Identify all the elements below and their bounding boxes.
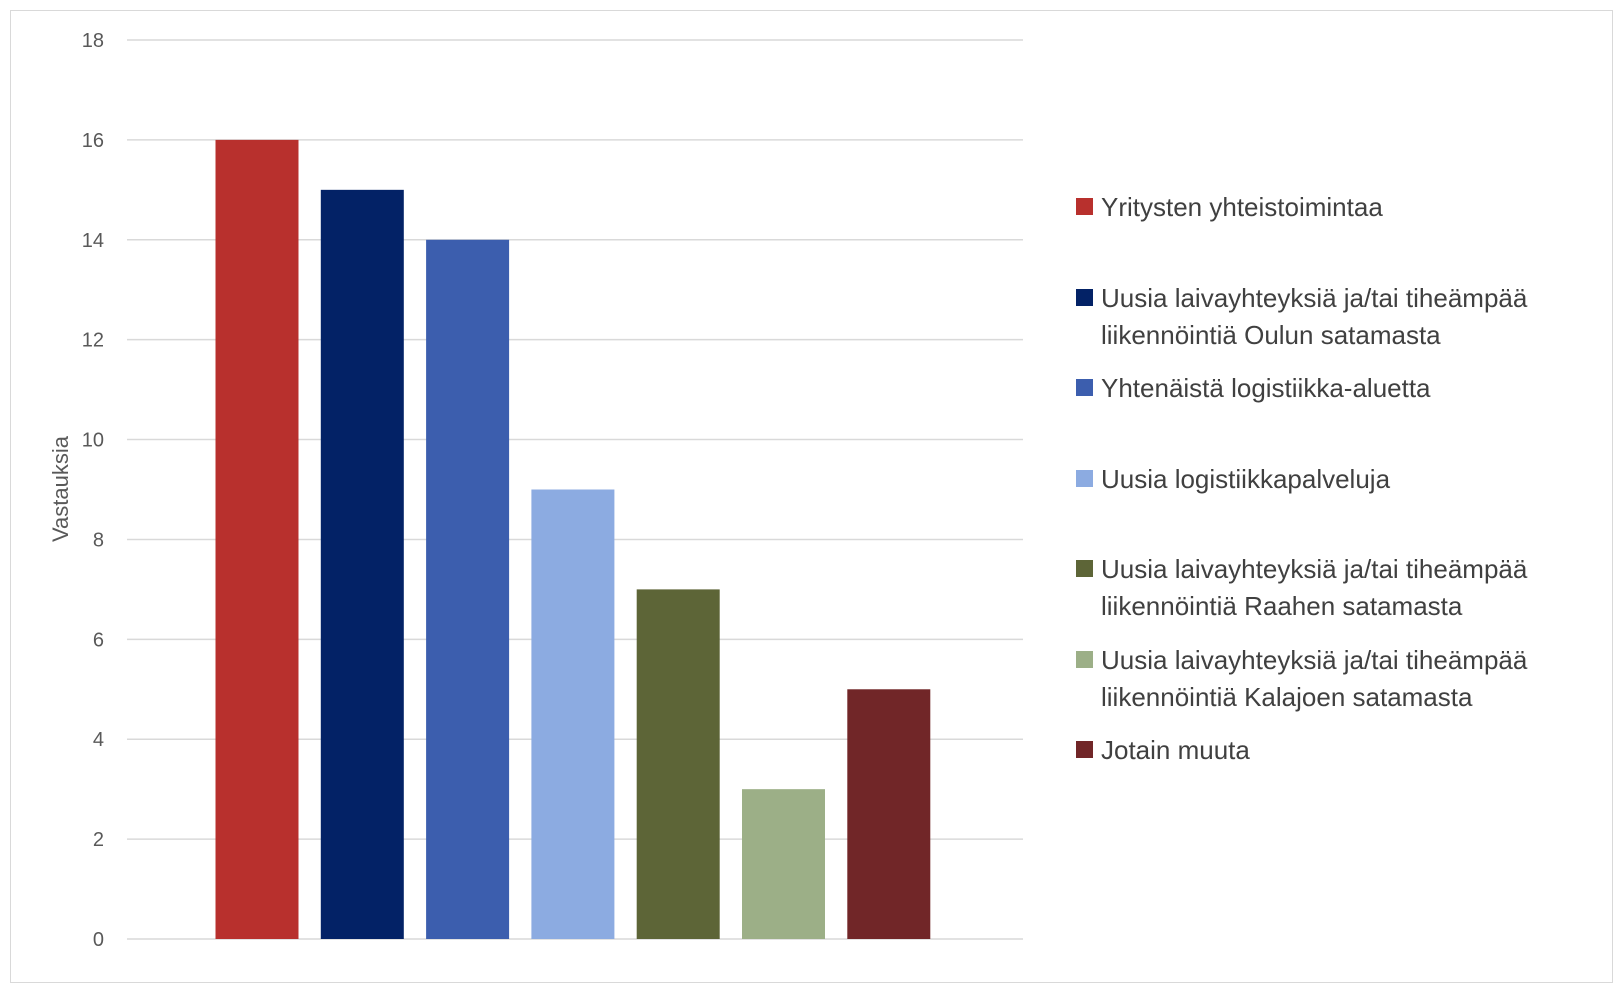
legend-label: Jotain muuta bbox=[1101, 735, 1250, 765]
y-tick-label: 16 bbox=[82, 130, 104, 152]
legend-swatch bbox=[1076, 470, 1093, 487]
legend-item: Uusia laivayhteyksiä ja/tai tiheämpää li… bbox=[1076, 642, 1581, 716]
y-tick-label: 8 bbox=[93, 529, 104, 551]
bar: Yhtenäistä logistiikka-aluetta: 14 bbox=[426, 239, 510, 939]
y-axis-ticks: 0 2 4 6 8 10 12 14 16 18 bbox=[82, 30, 104, 951]
bar: Jotain muuta: 5 bbox=[847, 689, 931, 939]
legend-item: Uusia logistiikkapalveluja bbox=[1076, 461, 1581, 498]
legend-item: Uusia laivayhteyksiä ja/tai tiheämpää li… bbox=[1076, 551, 1581, 625]
bars: Yritysten yhteistoimintaa: 16Uusia laiva… bbox=[215, 139, 931, 940]
legend-swatch bbox=[1076, 289, 1093, 306]
y-tick-label: 2 bbox=[93, 829, 104, 851]
legend-label: Uusia laivayhteyksiä ja/tai tiheämpää li… bbox=[1101, 554, 1528, 621]
bar: Uusia laivayhteyksiä ja/tai tiheämpää li… bbox=[742, 789, 825, 939]
y-tick-label: 6 bbox=[93, 629, 104, 651]
y-tick-label: 12 bbox=[82, 330, 104, 352]
legend-swatch bbox=[1076, 560, 1093, 577]
legend-item: Yhtenäistä logistiikka-aluetta bbox=[1076, 370, 1581, 407]
legend-swatch bbox=[1076, 741, 1093, 758]
y-tick-label: 14 bbox=[82, 230, 104, 252]
legend-label: Yritysten yhteistoimintaa bbox=[1101, 192, 1383, 222]
y-tick-label: 0 bbox=[93, 929, 104, 951]
legend-swatch bbox=[1076, 379, 1093, 396]
y-tick-label: 18 bbox=[82, 30, 104, 52]
legend-label: Uusia logistiikkapalveluja bbox=[1101, 464, 1391, 494]
y-axis-title: Vastauksia bbox=[48, 435, 73, 542]
legend-swatch bbox=[1076, 198, 1093, 215]
legend-item: Yritysten yhteistoimintaa bbox=[1076, 189, 1581, 226]
legend-label: Yhtenäistä logistiikka-aluetta bbox=[1101, 373, 1431, 403]
bar: Uusia laivayhteyksiä ja/tai tiheämpää li… bbox=[636, 589, 720, 939]
y-tick-label: 10 bbox=[82, 430, 104, 452]
legend-label: Uusia laivayhteyksiä ja/tai tiheämpää li… bbox=[1101, 283, 1528, 350]
chart-frame: 0 2 4 6 8 10 12 14 16 18 Yritysten yhteistoiminta… bbox=[10, 10, 1613, 983]
y-tick-label: 4 bbox=[93, 729, 104, 751]
legend-label: Uusia laivayhteyksiä ja/tai tiheämpää li… bbox=[1101, 645, 1528, 712]
bar: Uusia logistiikkapalveluja: 9 bbox=[531, 489, 615, 939]
bar-chart: 0 2 4 6 8 10 12 14 16 18 Yritysten yhteistoiminta… bbox=[48, 30, 1023, 951]
legend-swatch bbox=[1076, 651, 1093, 668]
legend-item: Uusia laivayhteyksiä ja/tai tiheämpää li… bbox=[1076, 280, 1581, 354]
bar: Uusia laivayhteyksiä ja/tai tiheämpää li… bbox=[320, 189, 404, 940]
bar: Yritysten yhteistoimintaa: 16 bbox=[215, 139, 299, 939]
legend-item: Jotain muuta bbox=[1076, 732, 1581, 769]
